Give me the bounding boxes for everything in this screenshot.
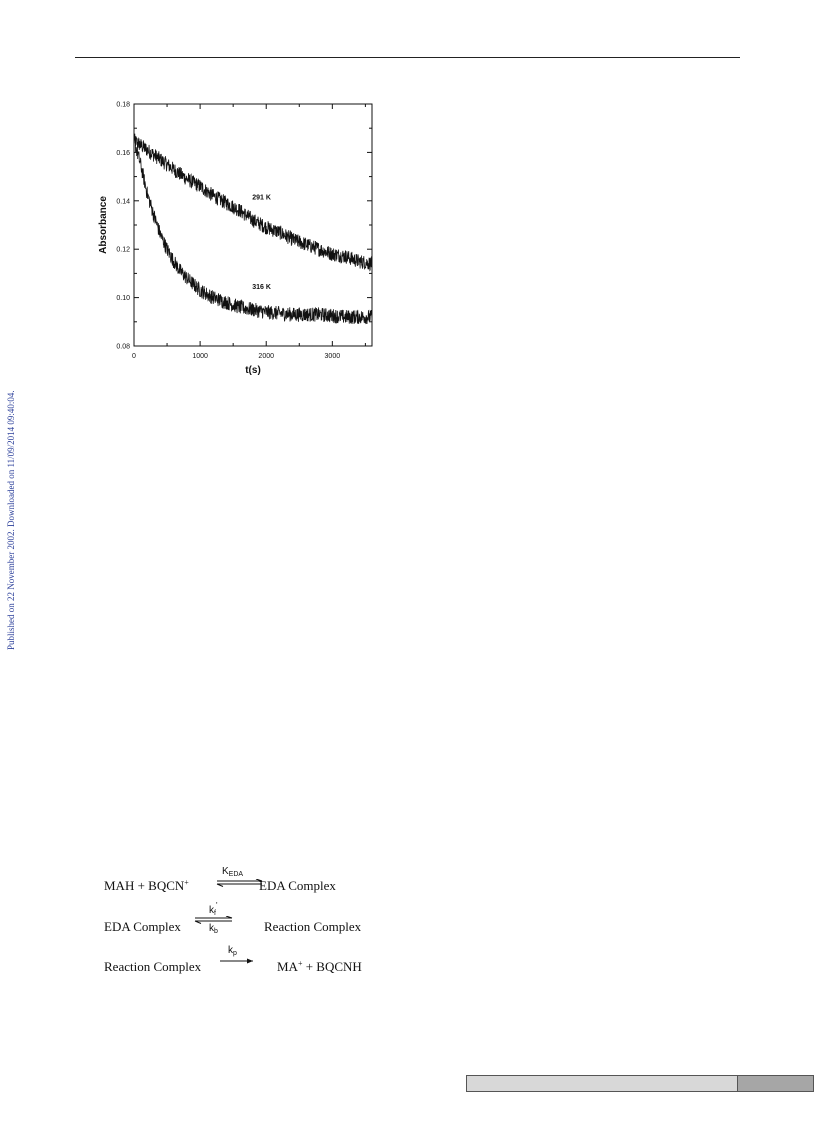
absorbance-chart: 0 1000 2000 3000 0.08 0.10 0.12 0.14 0.16 0.18 t(s… (98, 102, 373, 376)
y-tick-label: 0.16 (116, 150, 130, 157)
y-tick-label: 0.14 (116, 198, 130, 205)
absorbance-figure: 0 1000 2000 3000 0.08 0.10 0.12 0.14 0.16 0.18 t(s… (92, 92, 382, 378)
scheme-line1-charge: + (184, 878, 189, 887)
scheme-k-backward-symbol: k (209, 923, 214, 934)
scheme-k-eda-symbol: K (222, 866, 229, 877)
series-annotation: 316 K (252, 284, 271, 291)
x-tick-label: 1000 (192, 353, 208, 360)
scheme-equilibrium-arrow-1 (216, 879, 263, 887)
scheme-line3-products: MA+ + BQCNH (277, 959, 362, 975)
scheme-k-forward-symbol: k (209, 905, 214, 916)
scheme-line2-reactant: EDA Complex (104, 919, 181, 934)
scheme-line3-product-bqcnh: + BQCNH (302, 959, 362, 974)
x-tick-label: 2000 (258, 353, 274, 360)
x-axis-label: t(s) (245, 365, 261, 376)
scheme-k-forward: kf' (209, 901, 217, 917)
scheme-k-p-symbol: k (228, 945, 233, 956)
reaction-scheme: MAH + BQCN+ KEDA EDA Complex EDA Complex… (104, 866, 394, 981)
scheme-line1-reactants-text: MAH + BQCN (104, 878, 185, 893)
x-tick-label: 3000 (325, 353, 341, 360)
scheme-line3-charge: + (297, 959, 303, 968)
series-line-316k (133, 133, 373, 325)
x-tick-label: 0 (132, 353, 136, 360)
scheme-k-eda: KEDA (222, 866, 243, 878)
scheme-k-forward-subscript: f (214, 910, 216, 917)
scheme-line3-reactant: Reaction Complex (104, 959, 202, 974)
scheme-k-p: kp (228, 945, 237, 957)
scheme-forward-arrow (220, 958, 253, 964)
y-tick-label: 0.10 (116, 295, 130, 302)
scheme-k-eda-subscript: EDA (228, 871, 244, 878)
scheme-line3-product-ma: MA (277, 959, 298, 974)
scheme-k-forward-prime: ' (215, 901, 218, 910)
publication-note-text[interactable]: Published on 22 November 2002. Downloade… (6, 390, 16, 650)
y-tick-label: 0.18 (116, 102, 130, 109)
y-axis-label: Absorbance (98, 196, 109, 254)
scheme-line1-reactants: MAH + BQCN+ (104, 878, 189, 894)
header-rule (75, 57, 740, 58)
publication-note: Published on 22 November 2002. Downloade… (6, 345, 18, 650)
scheme-k-backward: kb (209, 923, 218, 935)
scheme-k-p-subscript: p (233, 950, 237, 957)
footer-bar (466, 1075, 814, 1092)
series-line-291k (133, 133, 373, 272)
footer-bar-dark-segment (737, 1076, 813, 1091)
series-annotation: 291 K (252, 195, 271, 202)
scheme-k-backward-subscript: b (214, 928, 218, 935)
scheme-equilibrium-arrow-2 (194, 916, 233, 924)
scheme-line2-product: Reaction Complex (264, 919, 362, 934)
scheme-line1-product: EDA Complex (259, 878, 336, 893)
y-tick-label: 0.12 (116, 247, 130, 254)
y-tick-label: 0.08 (116, 344, 130, 351)
